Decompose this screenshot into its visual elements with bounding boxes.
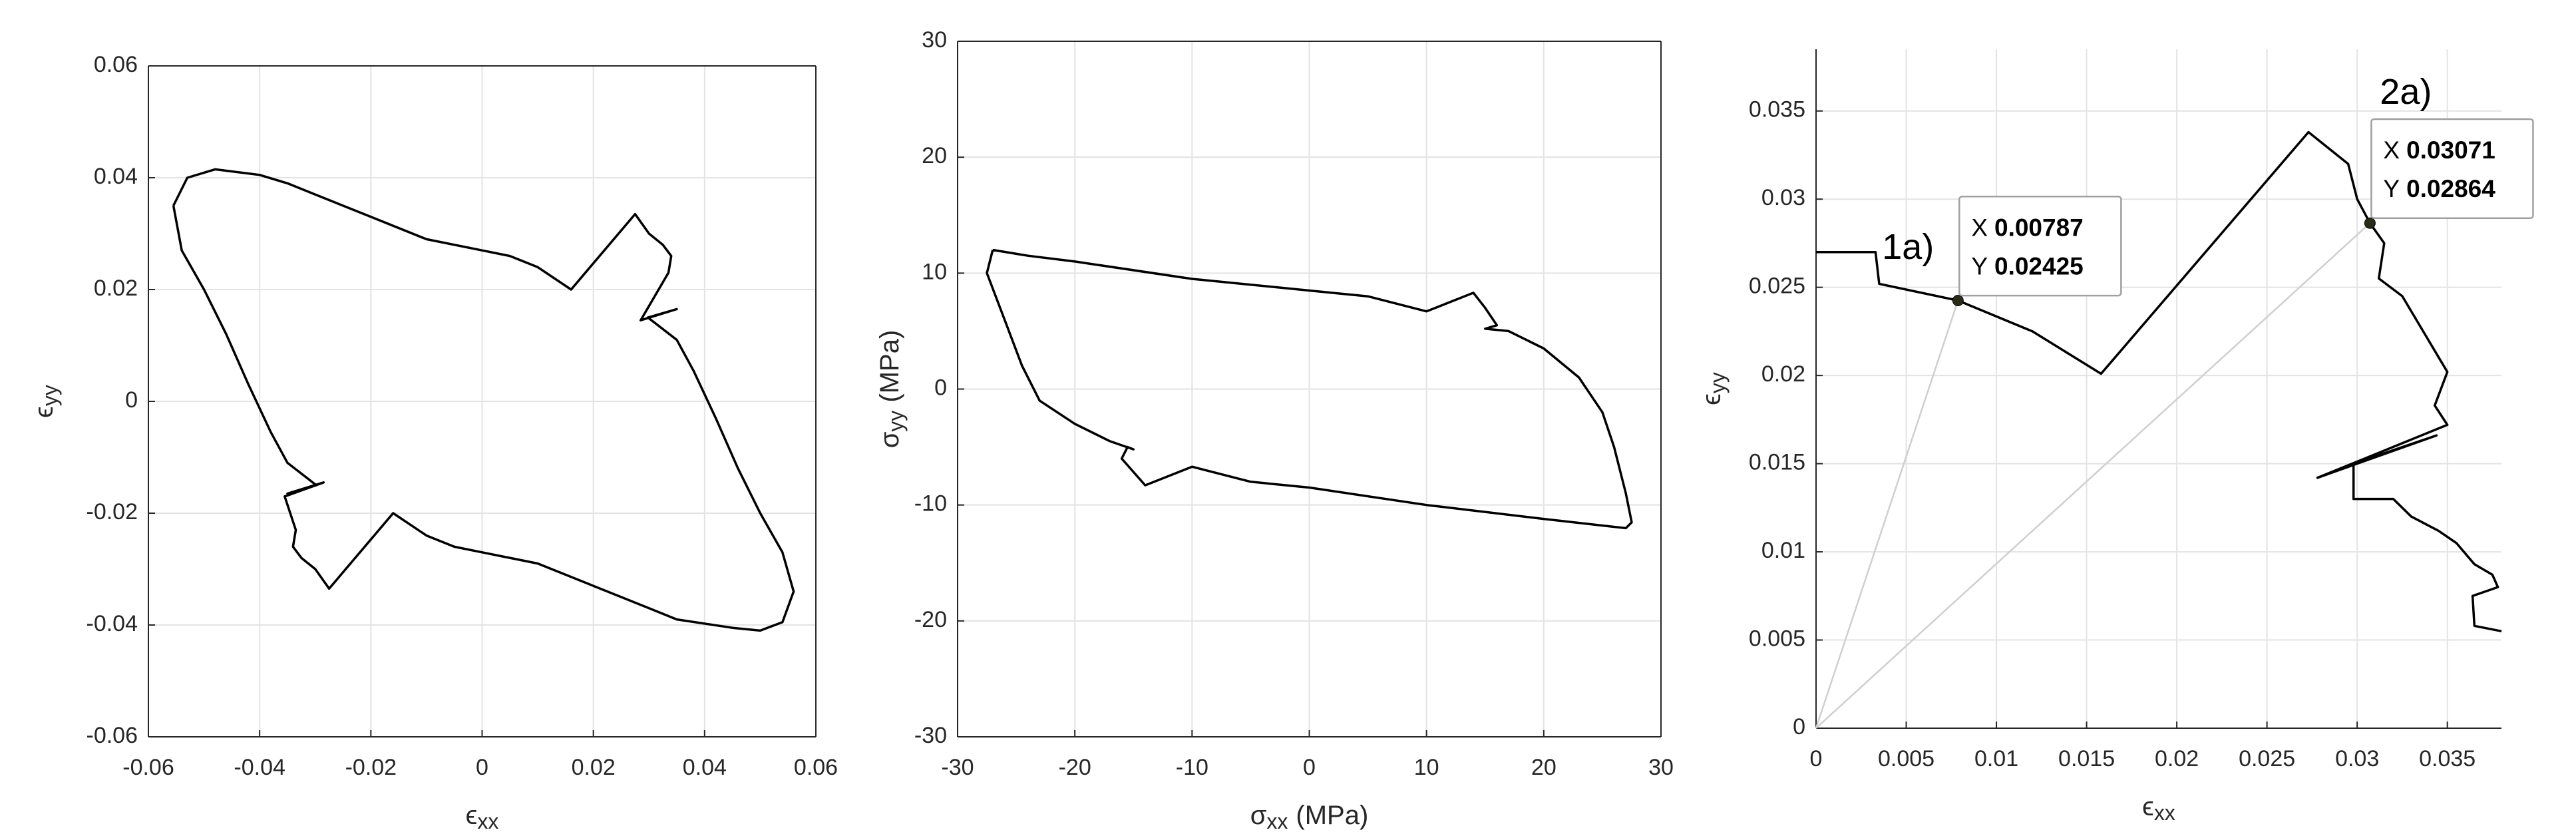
axis-symbol: ϵ [1697,393,1726,405]
axis-subscript: yy [1706,372,1730,393]
y-tick-label: 0.025 [1749,274,1805,299]
x-tick-label: 0.015 [2058,746,2115,771]
axis-label: ϵyy [29,385,63,418]
x-tick-label: -30 [941,755,974,780]
y-tick-label: 0.03 [1761,185,1805,210]
x-tick-label: 0 [1303,755,1316,780]
y-tick-label: 0.06 [94,52,138,77]
x-tick-label: 0.06 [794,755,838,780]
y-tick-label: 20 [922,143,947,168]
y-tick-label: 0.02 [94,276,138,301]
datatip-marker [2364,217,2376,229]
y-tick-label: -10 [914,491,947,517]
datatip-value: 0.03071 [2406,136,2495,164]
x-tick-label: 0.02 [572,755,616,780]
x-tick-label: 0 [476,755,488,780]
data-line [1816,130,2502,633]
axis-subscript: yy [38,385,62,406]
axis-symbol: σ [875,431,904,448]
datatip-text: X 0.00787 [1971,214,2083,241]
y-tick-label: 10 [922,259,947,284]
datatip-value: 0.02864 [2406,175,2495,202]
x-tick-label: 0.02 [2155,746,2199,771]
y-tick-label: 0 [125,387,138,413]
axis-subscript: yy [884,411,908,432]
x-tick-label: 20 [1531,755,1557,780]
axis-label: ϵyy [1697,372,1730,405]
y-tick-label: 0 [1793,714,1805,739]
datatip-tag: 2a) [2380,72,2432,112]
x-tick-label: 0 [1810,746,1823,771]
axis-subscript: xx [2154,801,2175,825]
x-tick-label: 0.005 [1878,746,1934,771]
y-tick-label: 0.015 [1749,450,1805,475]
y-tick-label: 0.005 [1749,626,1805,652]
datatip-text: Y 0.02425 [1971,252,2083,280]
axis-label: σxx (MPa) [1250,801,1369,834]
datatip-prefix: Y [2383,175,2400,202]
x-tick-label: 0.035 [2419,746,2476,771]
datatip-tag: 1a) [1882,227,1934,267]
data-line [172,168,795,632]
x-tick-label: 0.01 [1974,746,2018,771]
axis-label: σyy (MPa) [875,330,908,449]
x-tick-label: 30 [1648,755,1674,780]
axis-subscript: xx [477,809,498,833]
axis-symbol: σ [1250,801,1267,830]
y-tick-label: 0.02 [1761,361,1805,387]
y-tick-label: -0.04 [87,611,138,636]
y-tick-label: -30 [914,723,947,748]
y-tick-label: 30 [922,27,947,53]
y-tick-label: 0 [934,375,947,400]
x-tick-label: -0.02 [345,755,397,780]
y-tick-label: 0.01 [1761,538,1805,563]
y-tick-label: 0.035 [1749,97,1805,122]
y-tick-label: -0.06 [87,723,138,748]
axis-unit: (MPa) [1296,801,1368,830]
y-tick-label: -0.02 [87,499,138,525]
datatip-value: 0.00787 [1994,214,2084,241]
datatip-marker [1952,295,1964,307]
data-line [986,248,1633,530]
datatip-prefix: Y [1971,252,1988,280]
datatip-prefix: X [1971,214,1988,241]
x-tick-label: 0.025 [2239,746,2295,771]
axis-symbol: ϵ [466,801,478,830]
datatip-line [1815,300,1959,729]
datatip-line [1815,222,2371,729]
datatip-prefix: X [2383,136,2400,164]
datatip-box [1958,196,2122,297]
x-tick-label: -0.04 [234,755,285,780]
x-tick-label: -0.06 [122,755,174,780]
axis-unit: (MPa) [875,330,904,403]
datatip-text: Y 0.02864 [2383,175,2495,202]
axis-subscript: xx [1266,809,1288,833]
x-tick-label: -20 [1059,755,1091,780]
datatip-value: 0.02425 [1994,252,2084,280]
x-tick-label: 0.03 [2335,746,2379,771]
axis-symbol: ϵ [29,406,59,418]
axis-label: ϵxx [2142,792,2175,825]
x-tick-label: -10 [1176,755,1208,780]
datatip-box [2370,118,2534,220]
x-tick-label: 10 [1414,755,1439,780]
x-tick-label: 0.04 [683,755,727,780]
axis-label: ϵxx [466,801,499,834]
axis-symbol: ϵ [2142,792,2154,821]
datatip-text: X 0.03071 [2383,136,2495,164]
y-tick-label: -20 [914,607,947,632]
y-tick-label: 0.04 [94,164,138,189]
